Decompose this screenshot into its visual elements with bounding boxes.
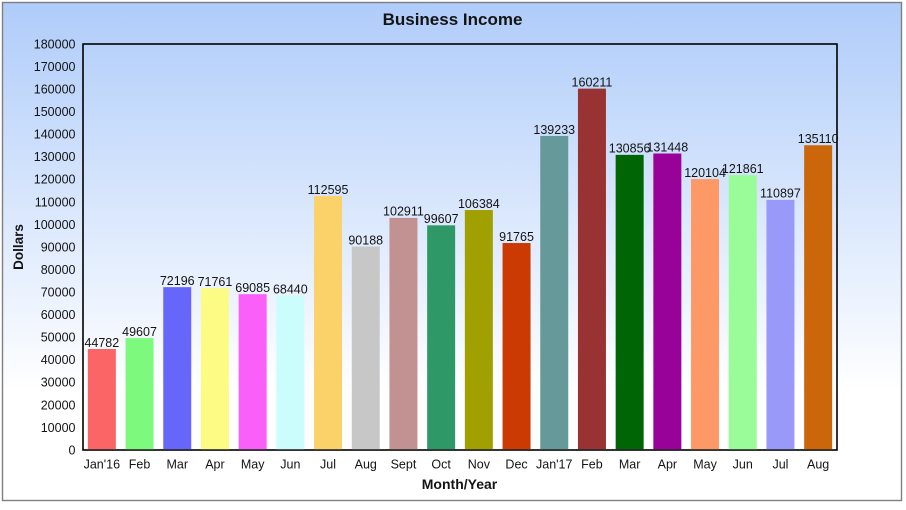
svg-text:0: 0 [69,443,76,457]
svg-text:Oct: Oct [431,458,451,472]
svg-text:Jul: Jul [772,458,788,472]
svg-text:71761: 71761 [198,275,233,289]
svg-text:130856: 130856 [609,142,651,156]
svg-text:Aug: Aug [807,458,829,472]
svg-text:60000: 60000 [41,308,76,322]
svg-text:90000: 90000 [41,240,76,254]
svg-text:100000: 100000 [34,218,76,232]
svg-text:106384: 106384 [458,197,500,211]
svg-text:68440: 68440 [273,282,308,296]
svg-text:120000: 120000 [34,173,76,187]
svg-text:170000: 170000 [34,60,76,74]
svg-text:99607: 99607 [424,212,459,226]
svg-text:May: May [241,458,265,472]
svg-text:130000: 130000 [34,150,76,164]
svg-text:180000: 180000 [34,37,76,51]
svg-text:Jun: Jun [733,458,753,472]
svg-text:Business Income: Business Income [383,10,523,29]
svg-text:90188: 90188 [348,233,383,247]
svg-text:139233: 139233 [533,123,575,137]
svg-text:80000: 80000 [41,263,76,277]
svg-text:72196: 72196 [160,274,195,288]
svg-text:Sept: Sept [391,458,417,472]
svg-text:Jul: Jul [320,458,336,472]
svg-text:135110: 135110 [798,132,839,146]
svg-text:91765: 91765 [499,230,534,244]
svg-text:49607: 49607 [122,325,157,339]
svg-text:40000: 40000 [41,353,76,367]
svg-text:Feb: Feb [581,458,603,472]
svg-text:150000: 150000 [34,105,76,119]
svg-text:30000: 30000 [41,376,76,390]
svg-text:Dec: Dec [505,458,527,472]
svg-text:160211: 160211 [572,75,613,89]
svg-text:70000: 70000 [41,286,76,300]
svg-text:102911: 102911 [383,205,424,219]
svg-text:Month/Year: Month/Year [422,476,498,492]
svg-text:44782: 44782 [84,336,119,350]
svg-text:Feb: Feb [129,458,151,472]
svg-text:May: May [693,458,717,472]
svg-text:50000: 50000 [41,331,76,345]
svg-text:20000: 20000 [41,398,76,412]
svg-text:Jan'17: Jan'17 [536,458,572,472]
svg-text:Mar: Mar [166,458,188,472]
svg-text:Dollars: Dollars [11,224,26,270]
svg-text:10000: 10000 [41,421,76,435]
svg-text:69085: 69085 [235,281,270,295]
svg-text:160000: 160000 [34,83,76,97]
svg-text:Mar: Mar [619,458,641,472]
svg-text:Jan'16: Jan'16 [84,458,120,472]
svg-text:Apr: Apr [205,458,224,472]
svg-text:Aug: Aug [355,458,377,472]
svg-text:112595: 112595 [308,183,349,197]
svg-text:Nov: Nov [468,458,491,472]
svg-text:120104: 120104 [684,166,726,180]
svg-text:Apr: Apr [658,458,677,472]
svg-text:140000: 140000 [34,128,76,142]
svg-text:131448: 131448 [646,140,688,154]
svg-text:110897: 110897 [760,187,801,201]
svg-text:110000: 110000 [35,195,76,209]
svg-text:121861: 121861 [722,162,764,176]
svg-text:Jun: Jun [280,458,300,472]
